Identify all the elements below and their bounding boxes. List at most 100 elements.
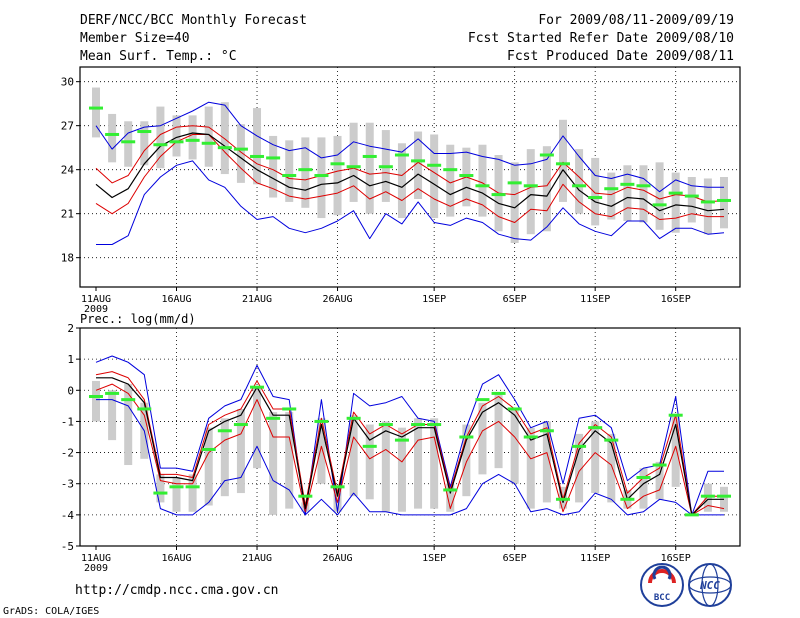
- grads-credit: GrADS: COLA/IGES: [3, 606, 99, 617]
- prec-obs-mark: [652, 463, 667, 467]
- temp-ytick-label: 27: [61, 120, 74, 133]
- source-url[interactable]: http://cmdp.ncc.cma.gov.cn: [75, 583, 279, 598]
- prec-spread-box: [462, 424, 471, 497]
- temp-spread-box: [526, 149, 535, 235]
- temp-spread-box: [108, 113, 117, 163]
- prec-obs-mark: [717, 494, 731, 498]
- temp-obs-mark: [652, 203, 667, 207]
- prec-obs-mark: [459, 435, 474, 439]
- temp-spread-box: [92, 87, 100, 138]
- temp-spread-box: [446, 144, 455, 217]
- temp-obs-mark: [684, 194, 699, 198]
- temp-spread-box: [558, 119, 567, 202]
- prec-obs-mark: [668, 413, 683, 417]
- prec-spread-box: [526, 427, 535, 509]
- prec-spread-box: [108, 390, 117, 441]
- temp-spread-box: [397, 143, 406, 219]
- prec-obs-mark: [330, 485, 345, 489]
- temp-obs-mark: [185, 138, 200, 142]
- prec-spread-box: [92, 380, 100, 422]
- temp-obs-mark: [443, 168, 458, 172]
- temp-obs-mark: [201, 141, 216, 145]
- temp-spread-box: [575, 149, 584, 214]
- prec-spread-box: [510, 408, 519, 484]
- prec-spread-box: [430, 418, 439, 509]
- prec-spread-box: [204, 427, 213, 506]
- prec-obs-mark: [217, 429, 232, 433]
- temp-spread-box: [703, 178, 712, 235]
- temp-xtick-label: 11SEP: [580, 294, 610, 305]
- prec-obs-mark: [314, 419, 329, 423]
- prec-ytick-label: 2: [67, 322, 74, 335]
- prec-obs-mark: [121, 398, 136, 402]
- temp-obs-mark: [620, 182, 635, 186]
- temp-obs-mark: [459, 174, 474, 178]
- prec-low-line: [95, 383, 725, 516]
- ncc-logo: NCC: [688, 563, 732, 607]
- prec-spread-box: [542, 421, 551, 503]
- forecast-produced-label: Fcst Produced Date 2009/08/11: [507, 49, 734, 64]
- prec-obs-mark: [523, 435, 538, 439]
- temp-spread-box: [510, 162, 519, 243]
- prec-obs-mark: [475, 398, 490, 402]
- temp-low-line: [95, 134, 724, 223]
- temp-spread-box: [204, 106, 213, 167]
- temp-obs-mark: [636, 184, 651, 188]
- temp-spread-box: [414, 131, 423, 199]
- temp-obs-mark: [330, 162, 345, 166]
- temp-obs-mark: [588, 196, 603, 200]
- temp-obs-mark: [266, 156, 281, 160]
- prec-xtick-label: 26AUG: [322, 553, 352, 564]
- temp-obs-mark: [137, 130, 152, 134]
- temp-spread-box: [188, 115, 197, 160]
- prec-obs-mark: [153, 491, 168, 495]
- prec-spread-box: [414, 418, 423, 509]
- prec-xtick-label: 11AUG: [81, 553, 111, 564]
- prec-xtick-label: 16SEP: [661, 553, 691, 564]
- prec-obs-mark: [185, 485, 200, 489]
- temp-spread-box: [317, 137, 326, 219]
- temp-spread-box: [269, 135, 278, 198]
- prec-spread-box: [236, 408, 245, 494]
- prec-obs-mark: [572, 444, 587, 448]
- bcc-logo-text: BCC: [654, 593, 670, 603]
- bcc-logo: BCC: [640, 563, 684, 607]
- prec-plot-frame: [79, 327, 741, 547]
- prec-obs-mark: [507, 407, 522, 411]
- temp-ytick-label: 24: [61, 164, 75, 177]
- temp-spread-box: [140, 121, 149, 166]
- temp-spread-box: [607, 172, 616, 220]
- prec-spread-box: [575, 433, 584, 503]
- prec-spread-box: [703, 483, 712, 512]
- temp-obs-mark: [572, 184, 587, 188]
- prec-spread-box: [607, 433, 616, 503]
- prec-obs-mark: [378, 423, 393, 427]
- prec-spread-box: [639, 468, 648, 509]
- prec-spread-box: [397, 427, 406, 512]
- temp-obs-mark: [604, 187, 619, 191]
- temp-obs-mark: [217, 146, 232, 150]
- prec-spread-box: [381, 421, 390, 512]
- prec-spread-box: [494, 393, 503, 469]
- temp-obs-mark: [411, 159, 426, 163]
- temp-ytick-label: 18: [61, 252, 74, 265]
- prec-obs-mark: [346, 416, 361, 420]
- temp-obs-mark: [668, 191, 683, 195]
- temp-spread-box: [156, 106, 165, 169]
- prec-spread-box: [591, 421, 600, 494]
- figure-title: DERF/NCC/BCC Monthly Forecast: [80, 13, 307, 28]
- temp-spread-box: [333, 135, 342, 216]
- temp-xtick-label: 16AUG: [161, 294, 191, 305]
- temp-xtick-label: 16SEP: [661, 294, 691, 305]
- prec-obs-mark: [394, 438, 409, 442]
- prec-obs-mark: [250, 385, 265, 389]
- temp-xtick-label: 21AUG: [242, 294, 272, 305]
- prec-spread-box: [446, 483, 455, 512]
- prec-spread-box: [156, 474, 165, 503]
- prec-spread-box: [269, 412, 278, 515]
- prec-spread-box: [671, 415, 680, 487]
- temp-max-line: [96, 160, 725, 245]
- temp-spread-box: [172, 115, 181, 157]
